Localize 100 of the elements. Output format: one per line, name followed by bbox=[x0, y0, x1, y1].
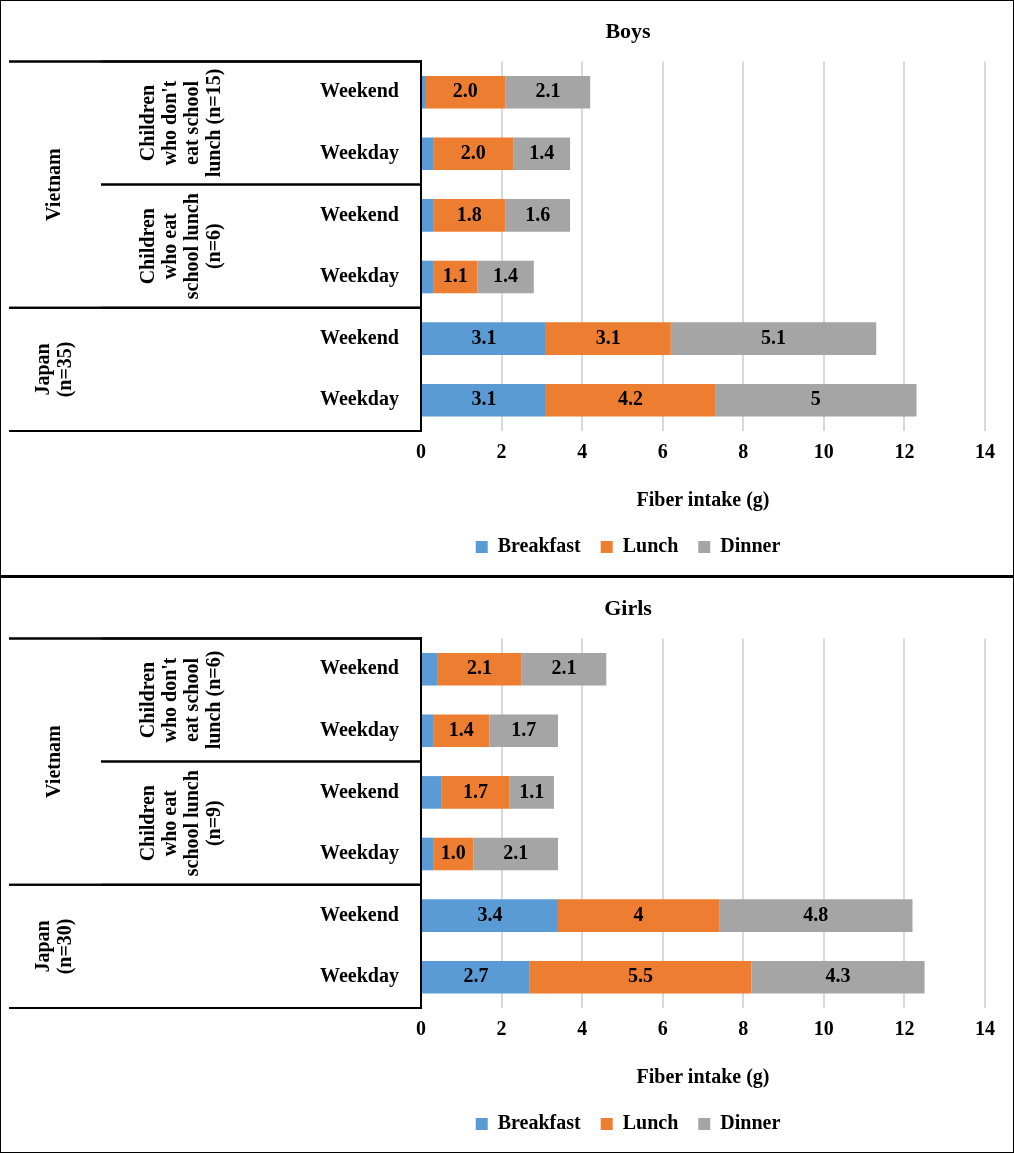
data-label: 4 bbox=[633, 902, 644, 925]
text: Japan (n=30) bbox=[31, 918, 77, 975]
legend-label: Dinner bbox=[720, 1111, 781, 1134]
data-label: 1.1 bbox=[442, 264, 468, 287]
bar bbox=[477, 260, 534, 294]
bar bbox=[422, 137, 434, 171]
bar bbox=[422, 322, 546, 355]
bar bbox=[505, 75, 591, 109]
data-label: 1.1 bbox=[519, 779, 545, 802]
bar bbox=[425, 75, 506, 109]
x-tick-label: 10 bbox=[813, 1017, 834, 1040]
bar bbox=[422, 260, 434, 294]
bar bbox=[751, 960, 925, 994]
x-tick-label: 2 bbox=[496, 440, 507, 463]
data-label: 2.0 bbox=[460, 140, 486, 163]
y-tick-label: Weekday bbox=[320, 387, 399, 411]
x-axis-title: Fiber intake (g) bbox=[636, 488, 770, 512]
bar bbox=[489, 714, 558, 748]
text: Children who don't eat school lunch (n=15) bbox=[136, 68, 226, 178]
x-tick-label: 0 bbox=[416, 1017, 426, 1040]
bar bbox=[529, 960, 752, 994]
legend-label: Breakfast bbox=[497, 534, 582, 557]
data-label: 2.0 bbox=[452, 79, 478, 102]
data-label: 1.6 bbox=[525, 202, 551, 225]
data-label: 1.7 bbox=[462, 779, 488, 802]
bar bbox=[422, 899, 558, 932]
data-label: 1.0 bbox=[440, 841, 466, 864]
bar bbox=[513, 137, 571, 171]
text: Vietnam bbox=[42, 724, 65, 798]
bar bbox=[719, 899, 913, 932]
y-tick-label: Weekday bbox=[320, 964, 399, 988]
bar bbox=[509, 776, 554, 809]
y-tick-label: Weekend bbox=[320, 202, 399, 225]
y-tick-label: Weekday bbox=[320, 841, 399, 865]
y-tick-label: Weekend bbox=[320, 902, 399, 925]
data-label: 1.7 bbox=[511, 717, 537, 740]
chart-title: Boys bbox=[605, 17, 652, 43]
bar bbox=[422, 714, 434, 748]
chart-title: Girls bbox=[604, 594, 653, 620]
x-tick-label: 8 bbox=[738, 1017, 749, 1040]
data-label: 2.1 bbox=[551, 656, 577, 679]
x-tick-label: 8 bbox=[738, 440, 749, 463]
x-tick-label: 14 bbox=[975, 1017, 995, 1040]
bar bbox=[545, 383, 716, 417]
x-tick-label: 6 bbox=[657, 1017, 668, 1040]
data-label: 1.4 bbox=[493, 264, 519, 287]
legend-label: Lunch bbox=[622, 534, 679, 557]
legend-label: Lunch bbox=[622, 1111, 679, 1134]
x-tick-label: 4 bbox=[577, 1017, 588, 1040]
bar bbox=[473, 837, 558, 871]
data-label: 3.1 bbox=[471, 325, 497, 348]
y-tick-label: Weekend bbox=[320, 779, 399, 802]
bar bbox=[422, 75, 426, 109]
data-label: 5 bbox=[810, 387, 821, 410]
bar bbox=[422, 837, 434, 871]
y-tick-label: Weekend bbox=[320, 79, 399, 102]
text: Japan (n=35) bbox=[31, 341, 77, 398]
bar bbox=[715, 383, 917, 417]
data-label: 1.4 bbox=[448, 717, 474, 740]
legend-label: Dinner bbox=[720, 534, 781, 557]
bar bbox=[670, 322, 877, 355]
bar bbox=[433, 137, 514, 171]
x-tick-label: 12 bbox=[894, 440, 915, 463]
data-label: 3.1 bbox=[471, 387, 497, 410]
bar bbox=[422, 199, 434, 232]
bar bbox=[433, 199, 506, 232]
bar bbox=[545, 322, 671, 355]
bar bbox=[557, 899, 720, 932]
y-tick-label: Weekend bbox=[320, 325, 399, 348]
data-label: 5.1 bbox=[761, 325, 786, 348]
y-tick-label: Weekday bbox=[320, 717, 399, 741]
text: Children who eat school lunch (n=9) bbox=[136, 770, 226, 877]
x-tick-label: 14 bbox=[975, 440, 995, 463]
x-tick-label: 0 bbox=[416, 440, 426, 463]
x-axis-title: Fiber intake (g) bbox=[636, 1065, 770, 1089]
data-label: 4.8 bbox=[803, 902, 829, 925]
text: Vietnam bbox=[42, 147, 65, 221]
bar bbox=[433, 714, 490, 748]
data-label: 3.4 bbox=[477, 902, 503, 925]
bar bbox=[437, 652, 522, 686]
x-tick-label: 2 bbox=[496, 1017, 507, 1040]
x-tick-label: 12 bbox=[894, 1017, 915, 1040]
bar bbox=[422, 776, 442, 809]
y-tick-label: Weekday bbox=[320, 140, 399, 164]
legend-label: Breakfast bbox=[497, 1111, 582, 1134]
x-tick-label: 10 bbox=[813, 440, 834, 463]
y-tick-label: Weekday bbox=[320, 264, 399, 288]
data-label: 2.1 bbox=[503, 841, 529, 864]
bar bbox=[441, 776, 510, 809]
y-tick-label: Weekend bbox=[320, 656, 399, 679]
bar bbox=[505, 199, 571, 232]
data-label: 2.7 bbox=[463, 964, 489, 987]
data-label: 5.5 bbox=[628, 964, 654, 987]
data-label: 2.1 bbox=[535, 79, 561, 102]
data-label: 1.8 bbox=[456, 202, 482, 225]
bar bbox=[521, 652, 607, 686]
x-tick-label: 6 bbox=[657, 440, 668, 463]
data-label: 4.2 bbox=[617, 387, 643, 410]
data-label: 2.1 bbox=[466, 656, 492, 679]
bar bbox=[422, 383, 546, 417]
